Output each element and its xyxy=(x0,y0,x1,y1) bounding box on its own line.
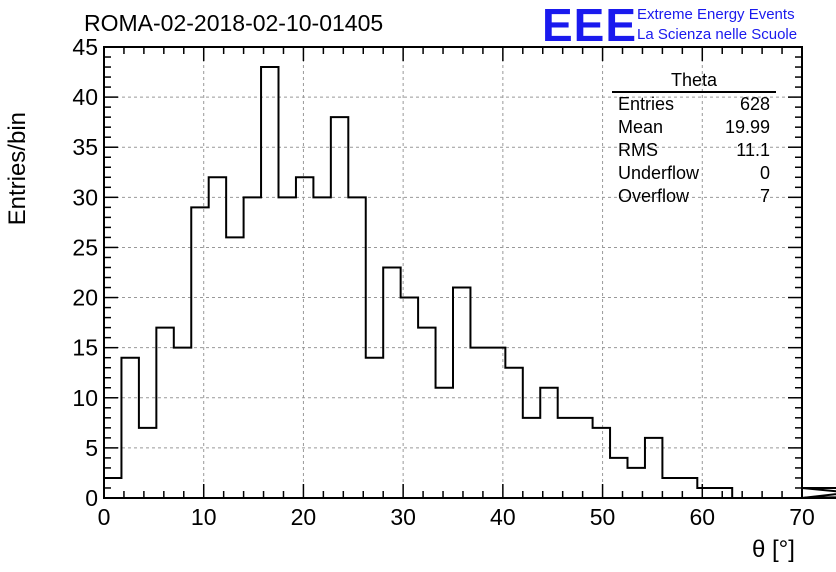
stats-row-overflow: Overflow 7 xyxy=(612,185,776,208)
chart-title: ROMA-02-2018-02-10-01405 xyxy=(84,10,384,36)
histogram-bin xyxy=(453,288,470,498)
histogram-bin xyxy=(575,418,592,498)
stats-row-entries: Entries 628 xyxy=(612,93,776,116)
histogram-bin xyxy=(523,418,540,498)
y-tick-label: 0 xyxy=(85,485,98,511)
histogram-bin xyxy=(697,488,714,498)
histogram-bin xyxy=(244,197,261,498)
histogram-bin xyxy=(488,348,505,498)
histogram-bin xyxy=(191,207,208,498)
logo-line-1: Extreme Energy Events xyxy=(637,6,795,23)
y-axis-label: Entries/bin xyxy=(4,112,31,226)
histogram-bin xyxy=(540,388,557,498)
histogram-bin xyxy=(401,298,418,498)
histogram-bin xyxy=(610,458,627,498)
y-tick-label: 40 xyxy=(72,84,98,110)
histogram-bin xyxy=(436,388,453,498)
x-tick-label: 60 xyxy=(689,504,715,530)
y-tick-label: 15 xyxy=(72,335,98,361)
stats-value: 628 xyxy=(739,94,770,114)
stats-value: 0 xyxy=(759,163,770,183)
stats-title: Theta xyxy=(612,70,776,93)
y-tick-label: 5 xyxy=(85,435,98,461)
y-tick-label: 25 xyxy=(72,234,98,260)
histogram-bin xyxy=(313,197,330,498)
x-tick-label: 20 xyxy=(291,504,317,530)
stats-value: 19.99 xyxy=(724,117,770,137)
x-tick-label: 70 xyxy=(789,504,815,530)
x-tick-label: 30 xyxy=(390,504,416,530)
x-axis-label: θ [°] xyxy=(752,536,795,563)
histogram-bin xyxy=(279,197,296,498)
histogram-bin xyxy=(383,267,400,498)
x-tick-label: 50 xyxy=(590,504,616,530)
histogram-bin xyxy=(558,418,575,498)
histogram-bin xyxy=(470,348,487,498)
y-tick-label: 35 xyxy=(72,134,98,160)
y-tick-label: 45 xyxy=(72,34,98,60)
histogram-bin xyxy=(366,358,383,498)
stats-label: Mean xyxy=(618,117,664,137)
histogram-bin xyxy=(226,237,243,498)
histogram-outline xyxy=(103,66,836,499)
stats-row-underflow: Underflow 0 xyxy=(612,162,776,185)
histogram-bin xyxy=(418,328,435,498)
stats-label: RMS xyxy=(618,140,658,160)
stats-row-mean: Mean 19.99 xyxy=(612,116,776,139)
stats-value: 11.1 xyxy=(736,140,770,160)
histogram-bin xyxy=(331,117,348,498)
histogram-bin xyxy=(261,67,278,498)
histogram-bin xyxy=(156,328,173,498)
stats-box: Theta Entries 628 Mean 19.99 RMS 11.1 Under… xyxy=(612,70,776,208)
histogram-bin xyxy=(593,428,610,498)
y-tick-label: 30 xyxy=(72,184,98,210)
plot-frame xyxy=(103,46,803,499)
stats-label: Overflow xyxy=(618,186,690,206)
stats-row-rms: RMS 11.1 xyxy=(612,139,776,162)
x-tick-label: 40 xyxy=(490,504,516,530)
histogram-bin xyxy=(174,348,191,498)
y-tick-label: 20 xyxy=(72,285,98,311)
stats-label: Underflow xyxy=(618,163,700,183)
histogram-bin xyxy=(348,197,365,498)
histogram-bin xyxy=(645,438,662,498)
histogram-bin xyxy=(209,177,226,498)
histogram-bin xyxy=(662,478,679,498)
eee-logo: EEE xyxy=(542,0,638,51)
x-tick-label: 0 xyxy=(98,504,111,530)
y-tick-label: 10 xyxy=(72,385,98,411)
histogram-bin xyxy=(139,428,156,498)
stats-value: 7 xyxy=(759,186,770,206)
x-tick-label: 10 xyxy=(191,504,217,530)
histogram-bin xyxy=(505,368,522,498)
histogram-bin xyxy=(296,177,313,498)
histogram-bin xyxy=(121,358,138,498)
histogram-bin xyxy=(715,488,732,498)
logo-line-2: La Scienza nelle Scuole xyxy=(637,26,798,43)
stats-label: Entries xyxy=(618,94,675,114)
